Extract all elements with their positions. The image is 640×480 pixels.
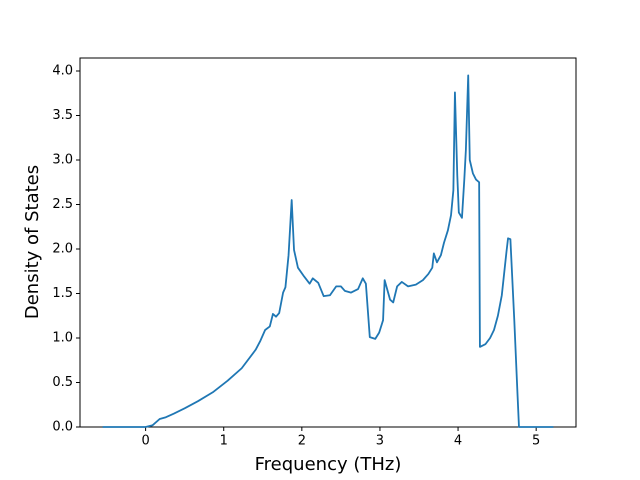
x-tick-label: 2 (298, 434, 306, 449)
y-tick-label: 2.5 (52, 197, 73, 212)
x-tick-label: 1 (220, 434, 228, 449)
y-tick-label: 0.5 (52, 375, 73, 390)
y-tick-label: 3.0 (52, 152, 73, 167)
axes-frame (79, 57, 577, 428)
x-axis-label: Frequency (THz) (255, 454, 402, 475)
x-tick-label: 5 (532, 434, 540, 449)
dos-line (102, 74, 554, 428)
y-tick-label: 1.0 (52, 330, 73, 345)
y-tick-label: 1.5 (52, 286, 73, 301)
y-axis-label: Density of States (22, 165, 43, 319)
y-tick-label: 2.0 (52, 241, 73, 256)
x-tick-label: 4 (454, 434, 462, 449)
y-tick-label: 3.5 (52, 108, 73, 123)
x-tick-label: 3 (376, 434, 384, 449)
y-tick-label: 4.0 (52, 63, 73, 78)
y-tick-label: 0.0 (52, 420, 73, 435)
x-tick-label: 0 (141, 434, 149, 449)
